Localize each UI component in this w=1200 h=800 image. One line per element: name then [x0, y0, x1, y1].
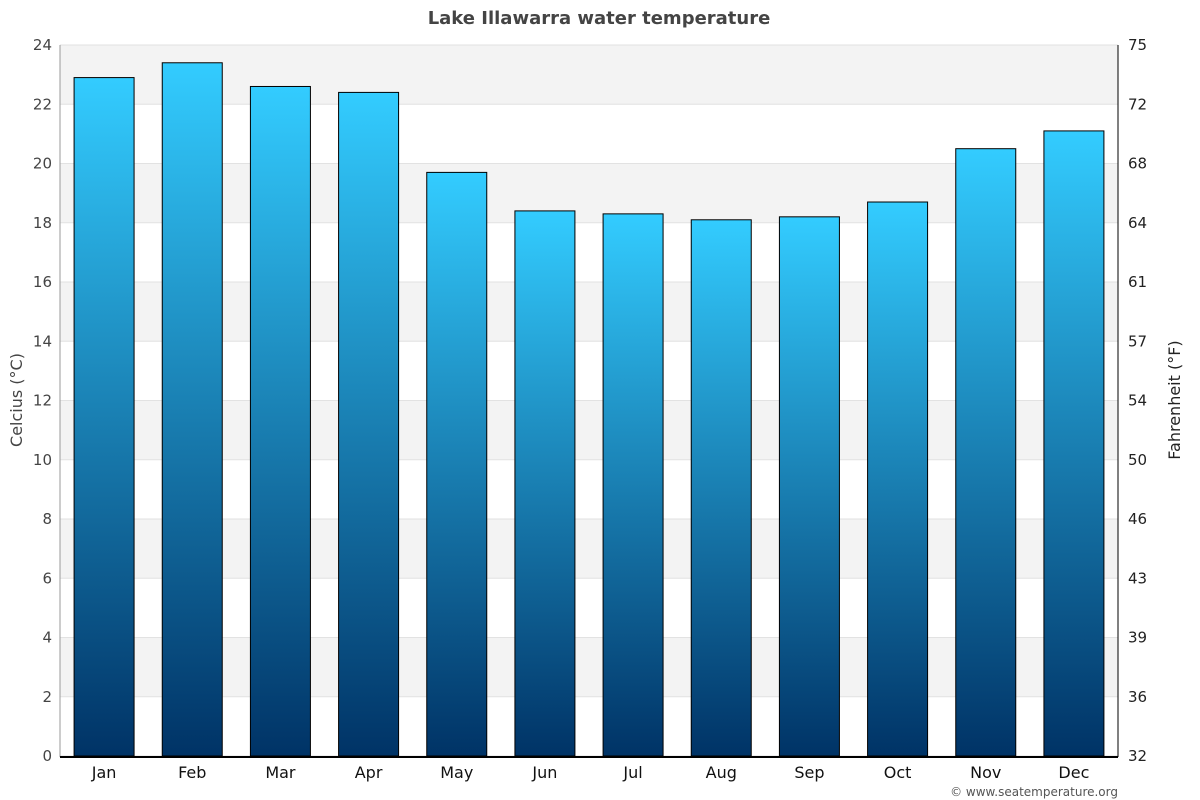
x-tick-label: Jun: [531, 763, 557, 782]
y2-tick-label: 57: [1128, 332, 1147, 350]
y-axis-label: Celcius (°C): [7, 353, 26, 447]
x-tick-label: Aug: [706, 763, 737, 782]
y-tick-label: 6: [42, 569, 52, 587]
bar-nov[interactable]: [955, 148, 1017, 757]
x-tick-label: Mar: [265, 763, 296, 782]
x-tick-label: Jul: [622, 763, 642, 782]
grid-band: [60, 400, 1118, 460]
y2-tick-label: 54: [1128, 392, 1147, 410]
y-tick-label: 16: [33, 273, 52, 291]
grid-band: [60, 519, 1118, 579]
bar-mar[interactable]: [249, 85, 311, 757]
y2-tick-label: 72: [1128, 95, 1147, 113]
y-tick-label: 12: [33, 392, 52, 410]
y2-tick-label: 36: [1128, 688, 1147, 706]
y-tick-label: 10: [33, 451, 52, 469]
bar-jun[interactable]: [514, 210, 576, 757]
x-tick-label: Jan: [91, 763, 117, 782]
y2-tick-label: 32: [1128, 747, 1147, 765]
chart-title: Lake Illawarra water temperature: [428, 8, 771, 29]
x-tick-label: Nov: [970, 763, 1001, 782]
bar-may[interactable]: [426, 171, 488, 757]
grid-band: [60, 637, 1118, 697]
x-tick-label: Feb: [178, 763, 206, 782]
grid-band: [60, 163, 1118, 223]
bar-jan[interactable]: [73, 77, 135, 757]
y-tick-label: 22: [33, 95, 52, 113]
y2-tick-label: 61: [1128, 273, 1147, 291]
y2-tick-label: 43: [1128, 569, 1147, 587]
grid-band: [60, 45, 1118, 105]
y-tick-label: 20: [33, 155, 52, 173]
y-tick-label: 18: [33, 214, 52, 232]
y-tick-label: 14: [33, 332, 52, 350]
y2-tick-label: 64: [1128, 214, 1147, 232]
bar-sep[interactable]: [778, 216, 840, 757]
y2-axis-label: Fahrenheit (°F): [1165, 340, 1184, 459]
bar-feb[interactable]: [161, 62, 223, 757]
y2-tick-label: 50: [1128, 451, 1147, 469]
credit: © www.seatemperature.org: [950, 785, 1118, 799]
y-tick-label: 2: [42, 688, 52, 706]
bar-oct[interactable]: [867, 201, 929, 757]
y2-tick-label: 75: [1128, 36, 1147, 54]
grid-band: [60, 282, 1118, 342]
y2-tick-label: 68: [1128, 155, 1147, 173]
y2-tick-label: 46: [1128, 510, 1147, 528]
y-tick-label: 4: [42, 629, 52, 647]
x-tick-label: Sep: [794, 763, 824, 782]
bar-dec[interactable]: [1043, 130, 1105, 757]
x-tick-label: Dec: [1058, 763, 1089, 782]
y-tick-label: 24: [33, 36, 52, 54]
y-tick-label: 8: [42, 510, 52, 528]
x-tick-label: Apr: [355, 763, 383, 782]
y-tick-label: 0: [42, 747, 52, 765]
x-tick-label: May: [440, 763, 473, 782]
bar-jul[interactable]: [602, 213, 664, 757]
bar-apr[interactable]: [338, 91, 400, 757]
bar-aug[interactable]: [690, 219, 752, 757]
y2-tick-label: 39: [1128, 629, 1147, 647]
x-tick-label: Oct: [884, 763, 912, 782]
